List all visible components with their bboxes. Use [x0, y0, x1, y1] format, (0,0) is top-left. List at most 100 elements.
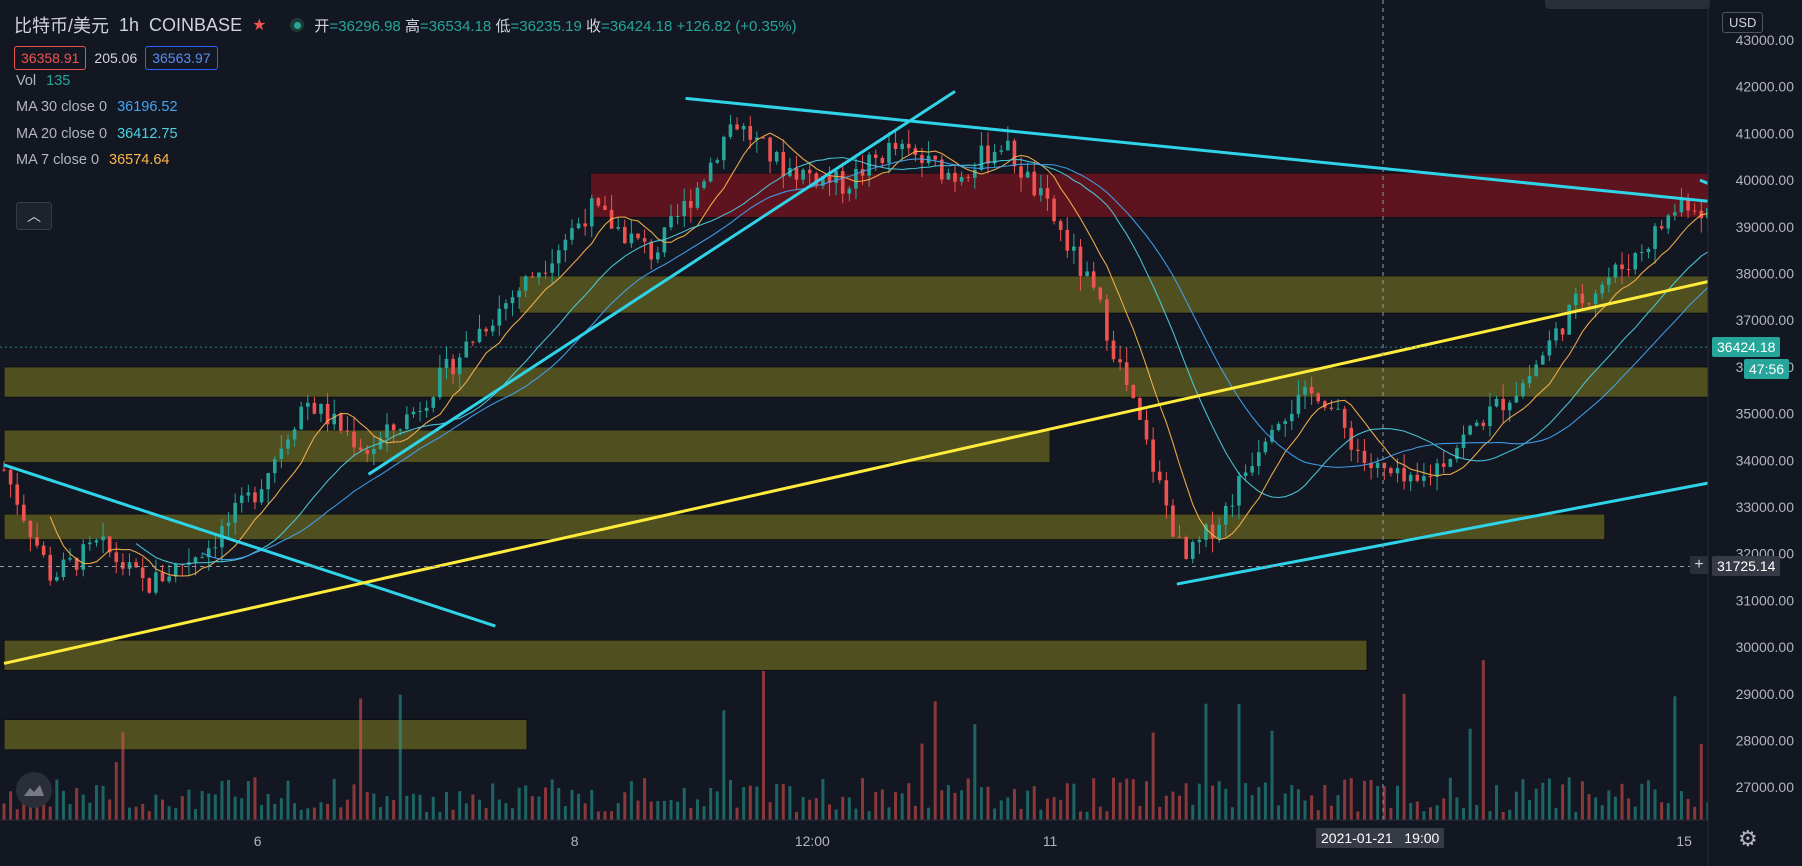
countdown-tag: 47:56 [1744, 359, 1790, 379]
volume-bar [1693, 806, 1697, 820]
y-tick-label: 35000.00 [1736, 406, 1795, 422]
volume-bar [1045, 798, 1049, 820]
volume-bar [1059, 799, 1063, 820]
candle-body [755, 137, 759, 140]
volume-bar [1356, 811, 1360, 820]
collapse-legend-button[interactable]: ︿ [16, 202, 52, 230]
y-tick-label: 41000.00 [1736, 125, 1795, 141]
volume-bar [544, 787, 548, 820]
volume-bar [1554, 808, 1558, 820]
candle-body [490, 325, 495, 332]
volume-bar [1699, 743, 1703, 820]
volume-bar [1026, 790, 1030, 820]
star-icon[interactable]: ★ [252, 17, 267, 34]
volume-bar [623, 792, 627, 820]
volume-bar [1131, 779, 1135, 820]
candle-body [319, 403, 323, 414]
candle-body [1692, 210, 1697, 212]
candle-body [55, 577, 59, 581]
zone-box-0 [589, 172, 1802, 218]
volume-bar [141, 803, 145, 820]
volume-bar [1521, 779, 1525, 820]
top-scroll-handle[interactable] [1545, 0, 1710, 9]
candle-body [1223, 505, 1228, 525]
add-alert-plus-icon[interactable]: + [1690, 556, 1708, 574]
volume-bar [920, 743, 924, 820]
candle-body [1560, 328, 1565, 335]
candle-body [1157, 471, 1162, 481]
ask-button[interactable]: 36563.97 [145, 46, 218, 70]
candle-body [537, 272, 541, 278]
y-tick-label: 37000.00 [1736, 312, 1795, 328]
interval-label[interactable]: 1h [119, 14, 140, 35]
volume-bar [761, 671, 765, 820]
close-value: =36424.18 [600, 17, 673, 35]
volume-bar [279, 798, 283, 820]
volume-bar [1646, 780, 1650, 820]
currency-button[interactable]: USD [1722, 12, 1764, 33]
gear-icon[interactable]: ⚙ [1738, 826, 1758, 851]
x-tick-label: 11 [1043, 833, 1058, 849]
x-tick-label: 8 [571, 833, 579, 849]
candle-body [523, 276, 528, 291]
tradingview-logo-icon[interactable] [16, 772, 52, 808]
volume-bar [1495, 785, 1499, 820]
volume-bar [1679, 791, 1683, 820]
candle-body [68, 558, 72, 560]
volume-bar [180, 796, 184, 820]
volume-bar [1587, 794, 1591, 820]
trendline-2 [367, 90, 956, 476]
bid-button[interactable]: 36358.91 [14, 46, 87, 70]
legend-ma7[interactable]: MA 7 close 0 36574.64 [16, 152, 170, 168]
volume-bar [709, 787, 713, 820]
volume-bar [682, 787, 686, 820]
candle-body [748, 126, 753, 140]
legend-ma20[interactable]: MA 20 close 0 36412.75 [16, 126, 178, 142]
quote-panel: 36358.91 205.06 36563.97 [14, 46, 218, 70]
volume-bar [583, 803, 587, 820]
volume-bar [1204, 703, 1208, 820]
volume-bar [927, 807, 931, 820]
volume-bar [1528, 799, 1532, 820]
volume-bar [121, 732, 125, 820]
volume-bar [643, 778, 647, 820]
volume-bar [1481, 660, 1485, 820]
volume-bar [319, 802, 323, 820]
chevron-up-icon: ︿ [27, 208, 41, 224]
volume-bar [1211, 785, 1215, 820]
volume-bar [940, 790, 944, 820]
volume-bar [1620, 783, 1624, 820]
legend-label: MA 30 close 0 [16, 99, 108, 115]
candle-body [28, 520, 33, 538]
candle-body [1679, 199, 1684, 213]
volume-bar [854, 808, 858, 820]
legend-label: MA 7 close 0 [16, 152, 100, 168]
volume-bar [101, 785, 105, 820]
volume-bar [378, 807, 382, 820]
candle-body [933, 155, 937, 160]
candle-body [576, 223, 581, 229]
open-value: =36296.98 [329, 17, 401, 35]
symbol-name[interactable]: 比特币/美元 [14, 16, 110, 36]
volume-bar [563, 806, 567, 820]
volume-bar [1561, 784, 1565, 820]
volume-bar [359, 698, 363, 820]
volume-bar [464, 803, 468, 820]
candle-body [206, 548, 211, 558]
y-tick-label: 38000.00 [1736, 266, 1795, 282]
candle-body [457, 357, 462, 375]
volume-bar [550, 779, 554, 820]
volume-bar [913, 805, 917, 820]
candle-body [821, 176, 825, 186]
volume-bar [1514, 791, 1518, 820]
candle-body [1646, 248, 1651, 253]
volume-bar [960, 790, 964, 820]
candle-body [1626, 269, 1631, 271]
volume-bar [1052, 797, 1056, 820]
legend-volume[interactable]: Vol 135 [16, 73, 70, 89]
volume-bar [1660, 802, 1664, 820]
legend-ma30[interactable]: MA 30 close 0 36196.52 [16, 99, 178, 115]
candle-body [1389, 468, 1393, 474]
candle-body [728, 124, 733, 137]
